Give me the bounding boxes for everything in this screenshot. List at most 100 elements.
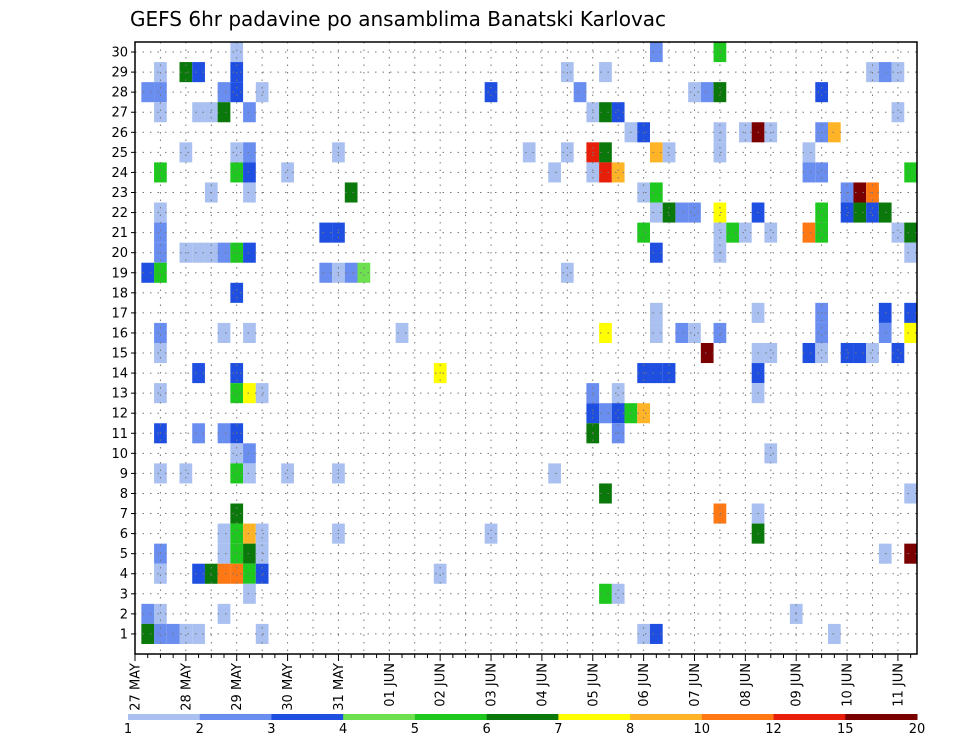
y-tick-label: 19 bbox=[111, 266, 128, 281]
x-tick-label: 03 JUN bbox=[485, 663, 500, 707]
heatmap-cell bbox=[243, 162, 256, 183]
colorbar-label: 6 bbox=[482, 722, 490, 737]
heatmap-cell bbox=[713, 42, 727, 63]
heatmap-cell bbox=[649, 202, 663, 223]
heatmap-cell bbox=[255, 543, 269, 564]
heatmap-cell bbox=[675, 202, 689, 223]
x-tick-label: 06 JUN bbox=[637, 663, 652, 707]
heatmap-cell bbox=[802, 222, 816, 243]
y-axis-ticks: 1234567891011121314151617181920212223242… bbox=[111, 46, 135, 642]
x-tick-label: 02 JUN bbox=[434, 663, 449, 707]
heatmap-cell bbox=[853, 182, 867, 203]
y-tick-label: 10 bbox=[111, 447, 128, 462]
heatmap-cell bbox=[815, 202, 828, 223]
heatmap-cell bbox=[713, 222, 727, 243]
heatmap-cell bbox=[484, 523, 498, 544]
y-tick-label: 15 bbox=[111, 347, 128, 362]
colorbar-label: 8 bbox=[626, 722, 634, 737]
heatmap-cell bbox=[611, 383, 625, 404]
colorbar-swatch bbox=[845, 714, 918, 720]
heatmap-cell bbox=[713, 202, 727, 223]
heatmap-cell bbox=[599, 483, 612, 504]
colorbar-swatch bbox=[271, 714, 344, 720]
y-tick-label: 6 bbox=[120, 527, 128, 542]
heatmap-cell bbox=[599, 62, 612, 83]
heatmap-cell bbox=[243, 443, 256, 464]
heatmap-cell bbox=[662, 142, 676, 163]
heatmap-cell bbox=[853, 342, 867, 364]
y-tick-label: 18 bbox=[111, 286, 128, 301]
heatmap-cell bbox=[853, 202, 867, 223]
y-tick-label: 29 bbox=[111, 66, 128, 81]
heatmap-cell bbox=[243, 322, 256, 343]
y-tick-label: 22 bbox=[111, 206, 128, 221]
heatmap-cell bbox=[599, 102, 612, 123]
heatmap-cell bbox=[649, 623, 663, 644]
heatmap-cell bbox=[179, 142, 193, 163]
heatmap-cell bbox=[688, 202, 701, 223]
y-tick-label: 1 bbox=[120, 627, 128, 642]
heatmap-cell bbox=[179, 623, 193, 644]
heatmap-cell bbox=[217, 523, 231, 544]
heatmap-cell bbox=[243, 523, 256, 544]
heatmap-cell bbox=[815, 322, 828, 343]
heatmap-cell bbox=[688, 322, 701, 343]
colorbar-swatch bbox=[199, 714, 272, 720]
y-tick-label: 9 bbox=[120, 467, 128, 482]
y-tick-label: 17 bbox=[111, 306, 128, 321]
heatmap-cell bbox=[611, 583, 625, 604]
heatmap-cell bbox=[548, 162, 561, 183]
heatmap-cell bbox=[637, 623, 650, 644]
x-tick-label: 28 MAY bbox=[179, 663, 194, 711]
heatmap-cell bbox=[764, 222, 778, 243]
heatmap-cell bbox=[154, 262, 167, 283]
colorbar-swatch bbox=[558, 714, 631, 720]
y-tick-label: 8 bbox=[120, 487, 128, 502]
heatmap-cell bbox=[154, 463, 167, 484]
heatmap-cell bbox=[243, 563, 256, 584]
heatmap-cell bbox=[904, 322, 917, 343]
heatmap-cell bbox=[230, 383, 244, 404]
heatmap-cell bbox=[230, 543, 244, 564]
y-tick-label: 25 bbox=[111, 146, 128, 161]
heatmap-cell bbox=[141, 623, 155, 644]
heatmap-cell bbox=[154, 623, 167, 644]
y-tick-label: 14 bbox=[111, 367, 128, 382]
y-tick-label: 23 bbox=[111, 186, 128, 201]
y-tick-label: 13 bbox=[111, 387, 128, 402]
heatmap-cell bbox=[154, 603, 167, 624]
heatmap-cell bbox=[230, 142, 244, 163]
heatmap-cell bbox=[154, 342, 167, 364]
plot-frame bbox=[134, 41, 918, 655]
x-tick-label: 08 JUN bbox=[739, 663, 754, 707]
heatmap-cell bbox=[243, 543, 256, 564]
heatmap-cell bbox=[154, 102, 167, 123]
chart-title: GEFS 6hr padavine po ansamblima Banatski… bbox=[130, 7, 666, 31]
heatmap-cell bbox=[217, 82, 231, 103]
heatmap-cell bbox=[154, 322, 167, 343]
heatmap-cell bbox=[827, 122, 841, 143]
x-tick-label: 07 JUN bbox=[688, 663, 703, 707]
heatmap-cell bbox=[141, 82, 155, 103]
heatmap-cell bbox=[243, 383, 256, 404]
heatmap-cell bbox=[904, 242, 917, 263]
heatmap-cell bbox=[891, 342, 905, 364]
heatmap-cell bbox=[319, 222, 333, 243]
x-tick-label: 04 JUN bbox=[535, 663, 550, 707]
heatmap-cell bbox=[599, 583, 612, 604]
heatmap-cell bbox=[891, 102, 905, 123]
x-tick-label: 30 MAY bbox=[281, 663, 296, 711]
heatmap-cell bbox=[688, 82, 701, 103]
heatmap-cell bbox=[522, 142, 536, 163]
heatmap-cell bbox=[649, 242, 663, 263]
heatmap-cell bbox=[599, 403, 612, 424]
heatmap-cell bbox=[815, 82, 828, 103]
heatmap-cell bbox=[726, 222, 739, 243]
heatmap-cell bbox=[904, 162, 917, 183]
heatmap-cell bbox=[904, 543, 917, 564]
heatmap-cell bbox=[866, 342, 879, 364]
heatmap-cell bbox=[230, 443, 244, 464]
heatmap-cell bbox=[243, 242, 256, 263]
x-tick-label: 01 JUN bbox=[383, 663, 398, 707]
heatmap-cell bbox=[649, 142, 663, 163]
